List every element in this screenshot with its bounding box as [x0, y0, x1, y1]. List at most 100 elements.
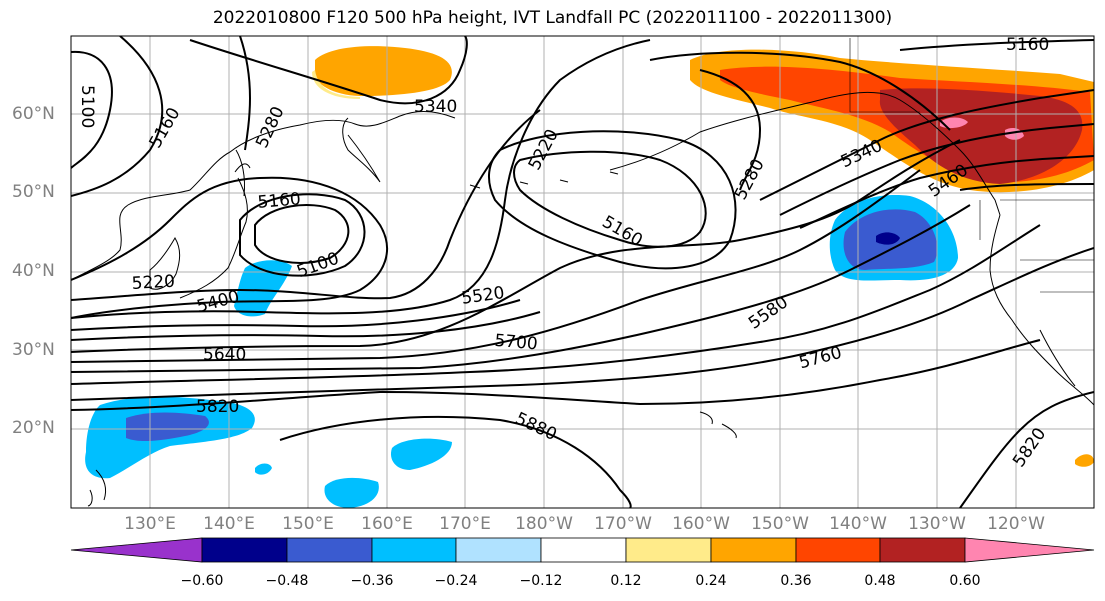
lon-label: 160°E [361, 514, 413, 534]
contour-5520 [71, 139, 961, 353]
contour-label: 5220 [525, 126, 563, 174]
contour-5280-ne [699, 69, 762, 191]
contour-5280 [71, 109, 541, 301]
colorbar-tick-label: 0.12 [610, 573, 642, 589]
contour-label: 5340 [414, 97, 457, 117]
contour-trough-5160 [513, 150, 707, 248]
colorbar-segment [795, 537, 881, 563]
coast-sakhalin [235, 149, 245, 197]
lat-label: 30°N [12, 340, 55, 360]
colorbar-segment [455, 537, 542, 563]
colorbar-tick-label: 0.60 [949, 573, 981, 589]
contour-5820 [71, 339, 1041, 411]
ivt-negative-region-japan [234, 260, 292, 317]
colorbar-segment [201, 537, 288, 563]
colorbar-tick-label: 0.48 [864, 573, 896, 589]
contour-label: 5820 [196, 397, 239, 417]
contour-5160-ne [899, 39, 1094, 51]
lon-label: 170°E [439, 514, 491, 534]
coast-philippines [87, 469, 107, 507]
colorbar-tick-label: −0.24 [434, 573, 478, 589]
contour-ridge-2 [779, 123, 1094, 216]
colorbar-arrow-low [70, 537, 203, 563]
lat-label: 60°N [12, 104, 55, 124]
contour-5100-west [71, 50, 113, 169]
lat-label: 50°N [12, 182, 55, 202]
ivt-positive-region-east-edge [1075, 454, 1094, 467]
ivt-negative-region-pacific-core [876, 232, 900, 245]
contour-5880 [279, 415, 632, 508]
ivt-negative-region-small-2 [324, 477, 379, 508]
contour-label: 5160 [146, 104, 185, 151]
colorbar [70, 537, 1095, 563]
borders [849, 38, 1094, 293]
colorbar-segment [540, 537, 627, 563]
contour-label: 5820 [1009, 424, 1050, 471]
contour-label: 5160 [1006, 35, 1049, 55]
coast-kamchatka [342, 117, 381, 183]
contour-5340 [71, 39, 651, 319]
ivt-shading [85, 46, 1094, 508]
lon-label: 150°E [282, 514, 334, 534]
contour-5700 [71, 224, 1041, 385]
ivt-negative-region-small-3 [255, 463, 272, 475]
contour-label: 5220 [131, 272, 175, 294]
contour-5400 [71, 299, 521, 331]
lon-label: 180°W [515, 514, 573, 534]
colorbar-tick-label: 0.36 [780, 573, 812, 589]
contour-5280-north [239, 36, 251, 151]
colorbar-segment [625, 537, 712, 563]
contour-5580 [71, 169, 921, 363]
contour-label: 5580 [745, 292, 792, 333]
colorbar-tick-label: −0.48 [265, 573, 309, 589]
contour-label: 5340 [838, 136, 886, 172]
coast-baja [1039, 329, 1076, 387]
map-title: 2022010800 F120 500 hPa height, IVT Land… [212, 8, 893, 28]
contour-label: 5160 [598, 212, 645, 251]
contour-label: 5880 [512, 409, 560, 445]
colorbar-segment [371, 537, 457, 563]
contour-label: 5160 [257, 189, 302, 213]
ivt-positive-region-siberia [314, 46, 452, 96]
contour-label: 5100 [294, 249, 341, 283]
coast-hawaii [699, 411, 737, 439]
ivt-negative-region-small-1 [390, 438, 452, 470]
colorbar-tick-label: 0.24 [695, 573, 727, 589]
contour-low-asia-5100 [254, 204, 350, 264]
contour-label: 5700 [494, 331, 539, 355]
lon-label: 160°W [672, 514, 730, 534]
coast-alaska [609, 92, 1001, 216]
height-contours [71, 36, 1094, 508]
contour-label: 5280 [252, 104, 288, 152]
colorbar-tick-label: −0.12 [519, 573, 563, 589]
ivt-positive-max [940, 117, 1024, 140]
colorbar-segment [879, 537, 966, 563]
coast-asia-east [71, 111, 456, 281]
lat-label: 20°N [12, 418, 55, 438]
lon-label: 150°W [751, 514, 809, 534]
graticule [71, 36, 1094, 508]
colorbar-segment [286, 537, 373, 563]
ivt-negative-region-philippines-mid [126, 412, 209, 442]
colorbar-segment [710, 537, 797, 563]
contour-low-asia-5160 [239, 193, 366, 277]
coast-north-america-west [989, 214, 1094, 406]
contour-5760 [71, 247, 1094, 401]
contour-ridge-3 [799, 155, 1094, 229]
contour-5160-west [71, 36, 164, 197]
contour-5340-north [189, 36, 468, 105]
lon-label: 140°W [829, 514, 887, 534]
colorbar-tick-label: −0.36 [350, 573, 394, 589]
contour-5820-east [959, 391, 1094, 508]
plot-border [70, 35, 1095, 509]
contour-label: 5280 [731, 156, 769, 204]
colorbar-arrow-high [964, 537, 1095, 563]
lon-label: 170°W [594, 514, 652, 534]
colorbar-tick-label: −0.60 [180, 573, 224, 589]
contour-5220 [71, 176, 389, 319]
lon-label: 130°E [124, 514, 176, 534]
lon-label: 120°W [987, 514, 1045, 534]
lat-label: 40°N [12, 261, 55, 281]
contour-trough-5220 [488, 130, 737, 270]
